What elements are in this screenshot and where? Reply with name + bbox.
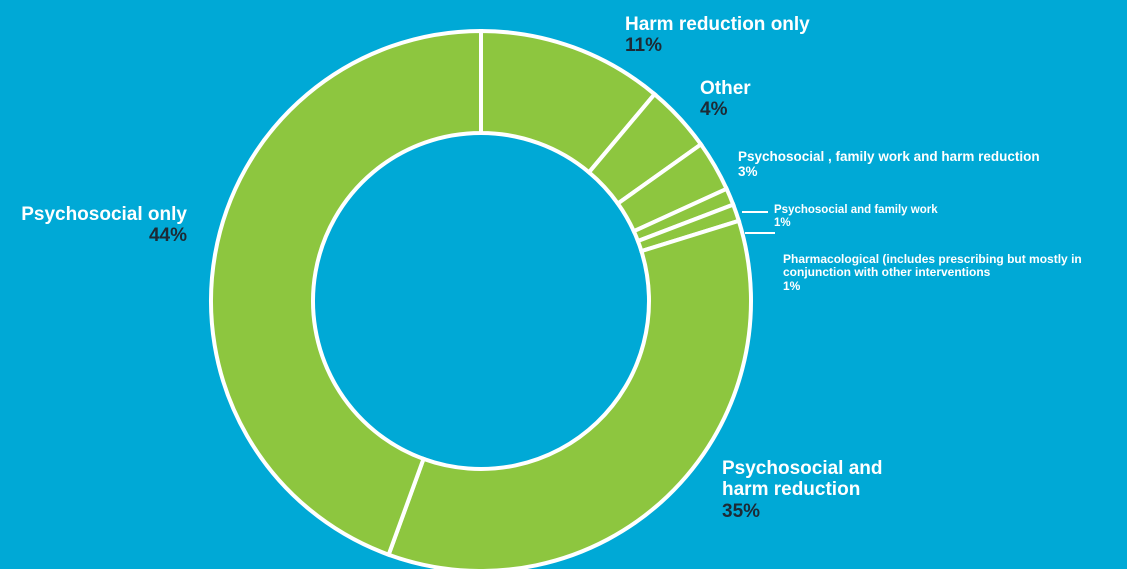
- label-psychosocial-harm-reduction: Psychosocial and harm reduction 35%: [722, 458, 883, 522]
- label-percent: 35%: [722, 501, 883, 522]
- label-other: Other 4%: [700, 78, 751, 121]
- label-name-line2: conjunction with other interventions: [783, 266, 1082, 279]
- label-percent: 44%: [0, 225, 187, 246]
- label-name: Psychosocial only: [0, 204, 187, 225]
- label-harm-reduction-only: Harm reduction only 11%: [625, 14, 810, 57]
- label-name-line1: Psychosocial and: [722, 458, 883, 479]
- donut-slices: [211, 31, 751, 569]
- label-psychosocial-only: Psychosocial only 44%: [0, 204, 187, 247]
- label-name-line1: Pharmacological (includes prescribing bu…: [783, 253, 1082, 266]
- label-name: Harm reduction only: [625, 14, 810, 35]
- label-percent: 1%: [774, 217, 938, 230]
- label-percent: 3%: [738, 164, 1040, 179]
- label-name: Other: [700, 78, 751, 99]
- label-percent: 11%: [625, 35, 810, 56]
- label-name: Psychosocial , family work and harm redu…: [738, 149, 1040, 164]
- label-pharmacological: Pharmacological (includes prescribing bu…: [783, 253, 1082, 293]
- label-psychosocial-family-harm: Psychosocial , family work and harm redu…: [738, 149, 1040, 179]
- donut-slice-5: [389, 221, 751, 569]
- leader-line-family-work: [742, 211, 768, 213]
- label-percent: 4%: [700, 99, 751, 120]
- leader-line-pharmacological: [745, 232, 775, 234]
- label-percent: 1%: [783, 280, 1082, 293]
- label-name-line2: harm reduction: [722, 479, 883, 500]
- label-psychosocial-family-work: Psychosocial and family work 1%: [774, 204, 938, 230]
- label-name: Psychosocial and family work: [774, 204, 938, 217]
